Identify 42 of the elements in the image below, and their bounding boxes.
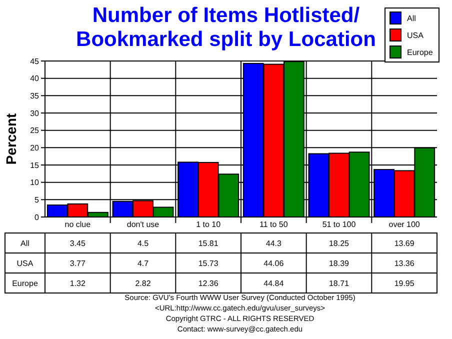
text: All [20, 238, 30, 248]
data-label: 18.39 [328, 258, 350, 268]
data-label: 1.32 [70, 278, 86, 288]
legend-label: Europe [407, 48, 434, 57]
y-tick-label: 45 [30, 56, 40, 66]
y-tick-label: 0 [34, 212, 40, 222]
data-label: 2.82 [135, 278, 152, 288]
x-tick-label: no clue [64, 220, 92, 229]
data-label: 44.3 [266, 238, 282, 248]
data-label: 19.95 [394, 278, 415, 288]
legend-label: USA [407, 30, 424, 40]
y-tick-label: 10 [30, 178, 40, 188]
x-tick-label: don't use [126, 220, 160, 229]
y-tick-label: 25 [30, 126, 40, 136]
y-tick-label: 35 [30, 91, 40, 100]
y-axis-title: Percent [3, 112, 19, 165]
data-label: 44.06 [264, 258, 284, 268]
chart-title: Number of Items Hotlisted/ Bookmarked split by Location [76, 4, 376, 51]
y-tick-label: 20 [30, 143, 40, 152]
data-label: 18.25 [328, 238, 350, 248]
data-label: 18.71 [328, 278, 350, 288]
x-tick-label: over 100 [388, 220, 420, 229]
data-label: 4.5 [137, 238, 150, 248]
data-label: 44.84 [264, 278, 284, 288]
x-tick-label: 51 to 100 [322, 220, 356, 229]
x-tick-label: 1 to 10 [196, 220, 222, 229]
data-label: 13.36 [394, 258, 415, 268]
data-label: 4.7 [137, 258, 150, 268]
x-tick-label: 11 to 50 [260, 220, 288, 229]
data-label: 15.81 [198, 238, 219, 248]
data-label: 13.69 [394, 238, 415, 248]
y-tick-label: 15 [30, 160, 40, 170]
text: USA [16, 258, 34, 268]
data-label: 3.45 [70, 238, 86, 248]
legend-label: All [407, 14, 416, 23]
y-tick-label: 40 [30, 74, 40, 84]
data-label: 12.36 [198, 278, 219, 288]
data-label: 15.73 [198, 258, 219, 268]
y-tick-label: 5 [34, 195, 40, 204]
text: Europe [12, 278, 38, 288]
y-tick-label: 30 [30, 108, 40, 118]
data-label: 3.77 [70, 258, 86, 268]
